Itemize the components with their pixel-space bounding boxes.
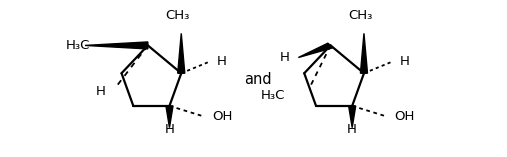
Text: OH: OH <box>394 110 415 123</box>
Text: CH₃: CH₃ <box>165 9 190 22</box>
Polygon shape <box>178 33 185 73</box>
Polygon shape <box>298 43 333 57</box>
Text: CH₃: CH₃ <box>348 9 372 22</box>
Polygon shape <box>166 106 173 128</box>
Text: H: H <box>165 123 174 136</box>
Polygon shape <box>85 42 148 49</box>
Text: H: H <box>216 55 227 68</box>
Text: H: H <box>400 55 409 68</box>
Text: H: H <box>280 51 289 64</box>
Polygon shape <box>360 33 368 73</box>
Text: and: and <box>244 72 272 87</box>
Text: H: H <box>347 123 357 136</box>
Text: H₃C: H₃C <box>65 39 90 52</box>
Text: H₃C: H₃C <box>261 89 285 102</box>
Text: OH: OH <box>212 110 232 123</box>
Polygon shape <box>349 106 356 128</box>
Text: H: H <box>96 85 106 98</box>
